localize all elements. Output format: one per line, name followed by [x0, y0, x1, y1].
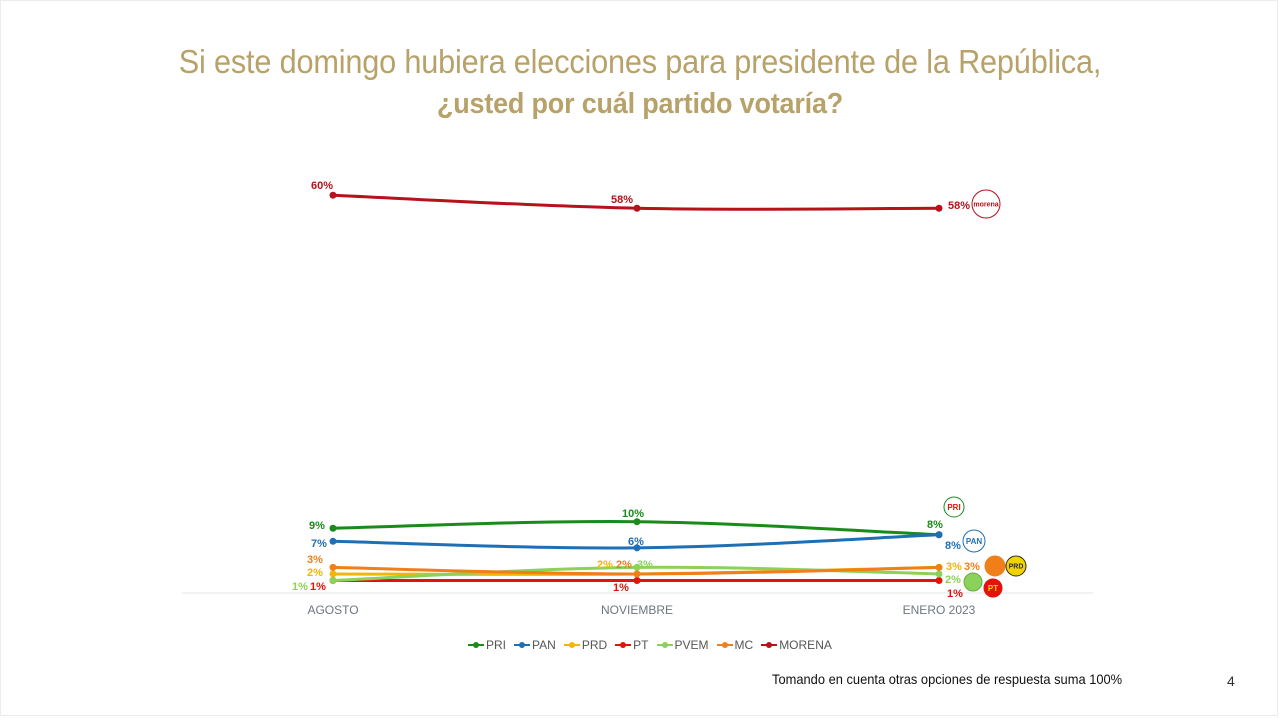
legend-swatch-pt — [615, 640, 632, 650]
prd-logo-icon — [1005, 555, 1027, 577]
title-line-1: Si este domingo hubiera elecciones para … — [178, 43, 1102, 80]
prd-logo-icon-text: PRD — [1009, 563, 1024, 570]
legend-label-morena: MORENA — [779, 638, 832, 652]
pt-logo-icon-text: PT — [988, 584, 998, 593]
morena-logo-icon-text: morena — [973, 201, 998, 208]
data-point-pt-1 — [633, 576, 641, 584]
pvem-logo-icon — [963, 572, 983, 592]
data-point-prd-0 — [329, 570, 337, 578]
data-label-pri-1: 10% — [622, 508, 644, 520]
data-point-mc-1 — [633, 570, 641, 578]
data-point-morena-1 — [633, 204, 641, 212]
data-label-prd-2: 3% — [946, 561, 962, 573]
data-label-mc-0: 3% — [307, 554, 323, 566]
data-point-pan-1 — [633, 544, 641, 552]
data-label-pvem-1: 3% — [637, 559, 653, 571]
data-point-pvem-2 — [935, 570, 943, 578]
data-point-pvem-1 — [633, 563, 641, 571]
data-label-pri-2: 8% — [927, 519, 943, 531]
data-label-prd-1: 2% — [597, 559, 613, 571]
data-point-pri-0 — [329, 524, 337, 532]
legend-item-pt: PT — [615, 638, 649, 652]
legend-label-mc: MC — [734, 638, 754, 652]
legend-label-pan: PAN — [532, 638, 556, 652]
page-number: 4 — [1227, 673, 1235, 689]
data-label-mc-1: 2% — [616, 559, 632, 571]
data-point-pt-2 — [935, 576, 943, 584]
data-label-pt-2: 1% — [947, 588, 963, 600]
legend-item-mc: MC — [716, 638, 754, 652]
morena-logo-icon — [971, 189, 1001, 219]
legend-item-pri: PRI — [468, 638, 506, 652]
pri-logo-icon — [943, 496, 965, 518]
data-point-mc-2 — [935, 563, 943, 571]
data-label-prd-0: 2% — [307, 567, 323, 579]
data-label-pvem-2: 2% — [945, 574, 961, 586]
pri-logo-icon-text: PRI — [947, 503, 960, 512]
data-label-mc-2: 3% — [964, 561, 980, 573]
data-point-pvem-0 — [329, 576, 337, 584]
data-label-pri-0: 9% — [309, 520, 325, 532]
x-tick-label-1: NOVIEMBRE — [601, 603, 673, 617]
chart-title: Si este domingo hubiera elecciones para … — [0, 40, 1280, 124]
data-point-morena-0 — [329, 191, 337, 199]
x-tick-label-0: AGOSTO — [307, 603, 358, 617]
legend-item-pan: PAN — [514, 638, 556, 652]
pan-logo-icon — [962, 529, 986, 553]
legend-swatch-morena — [761, 640, 778, 650]
legend-swatch-mc — [716, 640, 733, 650]
title-line-2: ¿usted por cuál partido votaría? — [436, 88, 844, 120]
legend-item-morena: MORENA — [761, 638, 832, 652]
pt-logo-icon — [983, 578, 1003, 598]
legend-swatch-prd — [563, 640, 580, 650]
footnote: Tomando en cuenta otras opciones de resp… — [772, 671, 1123, 687]
data-label-pan-0: 7% — [311, 538, 327, 550]
x-tick-label-2: ENERO 2023 — [903, 603, 976, 617]
mc-logo-icon — [984, 555, 1006, 577]
data-point-pri-1 — [633, 518, 641, 526]
chart-legend: PRI PAN PRD PT PVEM MC MORENA — [468, 638, 832, 652]
legend-swatch-pri — [468, 640, 484, 650]
data-label-morena-1: 58% — [611, 194, 633, 206]
data-point-pan-2 — [935, 531, 943, 539]
data-label-pan-1: 6% — [628, 536, 644, 548]
data-label-pt-1: 1% — [613, 582, 629, 594]
legend-item-prd: PRD — [563, 638, 608, 652]
legend-label-prd: PRD — [581, 638, 608, 652]
data-point-mc-0 — [329, 563, 337, 571]
legend-label-pvem: PVEM — [674, 638, 709, 652]
data-label-pt-0: 1% — [310, 581, 326, 593]
pan-logo-icon-text: PAN — [966, 537, 983, 546]
legend-swatch-pvem — [656, 640, 673, 650]
legend-label-pri: PRI — [486, 638, 507, 652]
legend-item-pvem: PVEM — [656, 638, 709, 652]
data-label-pan-2: 8% — [945, 540, 961, 552]
data-label-pvem-0: 1% — [292, 581, 308, 593]
data-label-morena-0: 60% — [311, 180, 333, 192]
data-label-morena-2: 58% — [948, 200, 970, 212]
legend-swatch-pan — [514, 640, 531, 650]
data-point-pan-0 — [329, 537, 337, 545]
data-point-morena-2 — [935, 204, 943, 212]
legend-label-pt: PT — [633, 638, 649, 652]
